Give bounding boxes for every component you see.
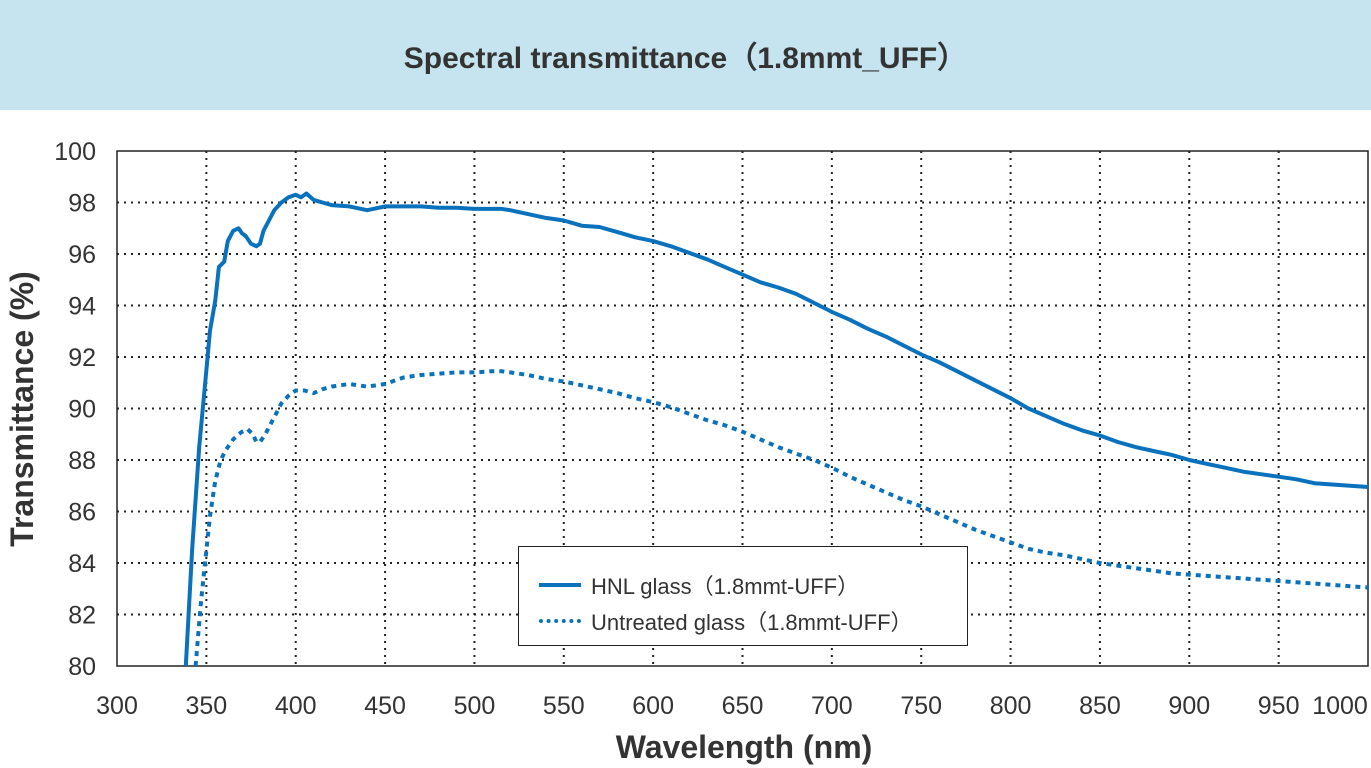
legend-label: Untreated glass（1.8mmt-UFF） (591, 610, 913, 635)
legend: HNL glass（1.8mmt-UFF） Untreated glass（1.… (518, 546, 968, 646)
legend-swatch-solid (539, 583, 581, 587)
y-tick-labels: 80 82 84 86 88 90 92 94 96 98 100 (54, 138, 96, 681)
x-tick-label: 350 (185, 692, 227, 720)
x-tick-label: 600 (632, 692, 674, 720)
x-tick-label: 850 (1079, 692, 1121, 720)
x-tick-label: 700 (811, 692, 853, 720)
x-tick-label: 400 (275, 692, 317, 720)
x-tick-label: 800 (990, 692, 1032, 720)
y-tick-label: 82 (68, 602, 96, 630)
series-layer (183, 191, 1369, 667)
x-tick-label: 450 (364, 692, 406, 720)
x-tick-label: 500 (454, 692, 496, 720)
x-tick-label: 950 (1258, 692, 1300, 720)
y-tick-label: 90 (68, 396, 96, 424)
x-tick-label: 300 (96, 692, 138, 720)
plot-frame (116, 150, 1369, 667)
y-tick-label: 88 (68, 447, 96, 475)
y-tick-label: 94 (68, 293, 96, 321)
y-tick-label: 80 (68, 653, 96, 681)
legend-label: HNL glass（1.8mmt-UFF） (591, 574, 860, 599)
legend-swatch-dotted (539, 619, 581, 623)
x-tick-label: 650 (722, 692, 764, 720)
legend-item-hnl: HNL glass（1.8mmt-UFF） (539, 569, 859, 601)
x-tick-label: 550 (543, 692, 585, 720)
chart-title: Spectral transmittance（1.8mmt_UFF） (403, 42, 968, 75)
x-tick-label: 900 (1168, 692, 1210, 720)
title-banner: Spectral transmittance（1.8mmt_UFF） (0, 0, 1371, 110)
y-tick-label: 92 (68, 344, 96, 372)
y-tick-label: 84 (68, 550, 96, 578)
y-tick-label: 98 (68, 190, 96, 218)
y-tick-label: 96 (68, 241, 96, 269)
series-line-hnl (183, 191, 1369, 667)
y-tick-label: 100 (54, 138, 96, 166)
x-tick-label: 750 (900, 692, 942, 720)
x-tick-labels: 300 350 400 450 500 550 600 650 700 750 800 850 900 9… (96, 692, 1368, 720)
y-axis-title: Transmittance (%) (4, 271, 40, 547)
x-tick-label: 1000 (1312, 692, 1368, 720)
grid (117, 151, 1368, 666)
y-tick-label: 86 (68, 499, 96, 527)
x-axis-title: Wavelength (nm) (616, 729, 873, 765)
legend-item-untreated: Untreated glass（1.8mmt-UFF） (539, 605, 913, 637)
